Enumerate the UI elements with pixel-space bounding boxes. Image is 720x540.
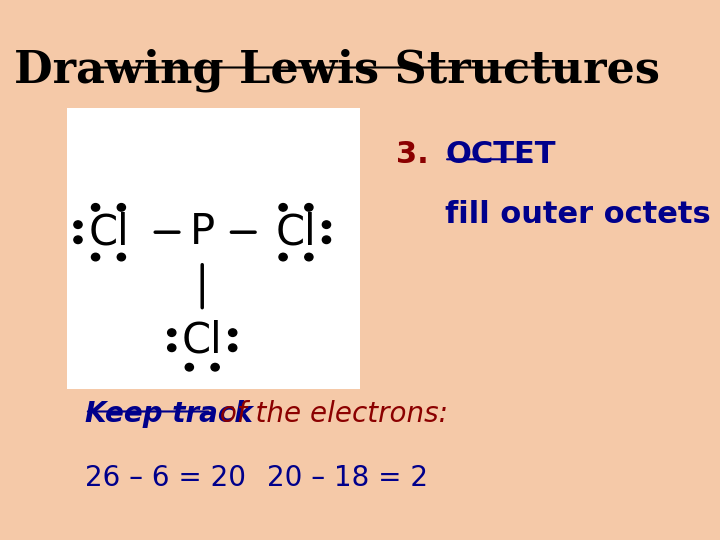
Circle shape: [117, 253, 125, 261]
Circle shape: [168, 344, 176, 352]
Circle shape: [305, 204, 313, 211]
Text: Drawing Lewis Structures: Drawing Lewis Structures: [14, 49, 660, 92]
Circle shape: [323, 236, 330, 244]
Text: of the electrons:: of the electrons:: [211, 400, 448, 428]
Text: OCTET: OCTET: [446, 140, 556, 170]
Circle shape: [305, 253, 313, 261]
Text: 26 – 6 = 20: 26 – 6 = 20: [85, 464, 246, 492]
Circle shape: [211, 363, 219, 371]
FancyBboxPatch shape: [68, 108, 361, 389]
Text: Keep track: Keep track: [85, 400, 253, 428]
Text: 20 – 18 = 2: 20 – 18 = 2: [266, 464, 428, 492]
Circle shape: [228, 344, 237, 352]
Circle shape: [279, 204, 287, 211]
Text: P: P: [189, 211, 215, 253]
Text: Cl: Cl: [276, 211, 316, 253]
Circle shape: [74, 236, 82, 244]
Circle shape: [91, 253, 99, 261]
Circle shape: [228, 329, 237, 336]
Circle shape: [279, 253, 287, 261]
Circle shape: [185, 363, 194, 371]
Circle shape: [74, 221, 82, 228]
Circle shape: [323, 221, 330, 228]
Circle shape: [168, 329, 176, 336]
Text: 3.: 3.: [395, 140, 428, 170]
Circle shape: [91, 204, 99, 211]
Circle shape: [117, 204, 125, 211]
Text: Cl: Cl: [88, 211, 129, 253]
Text: fill outer octets: fill outer octets: [446, 200, 711, 229]
Text: Cl: Cl: [182, 319, 222, 361]
